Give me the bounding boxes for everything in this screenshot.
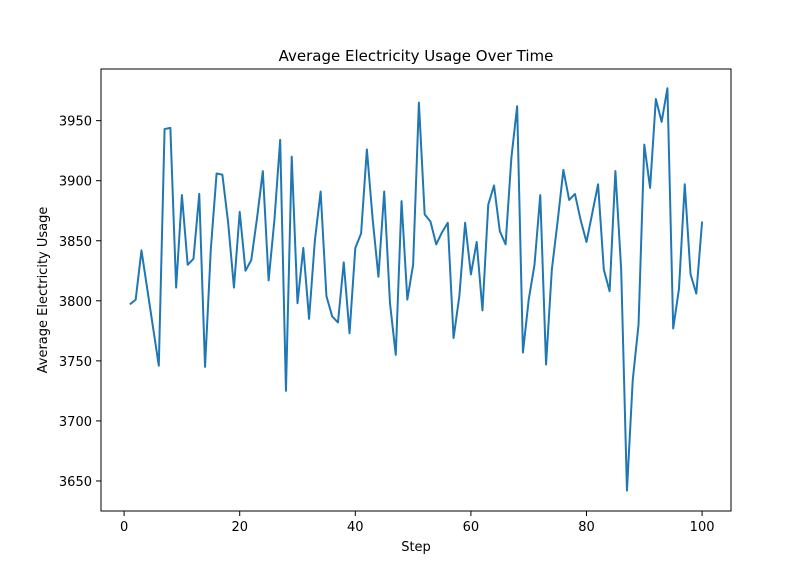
- y-tick-label: 3800: [59, 295, 92, 310]
- x-tick-label: 40: [347, 520, 364, 535]
- y-tick-label: 3900: [59, 175, 92, 190]
- x-tick-label: 60: [463, 520, 480, 535]
- y-axis: 3650 3700 3750 3800 3850 3900 3950: [59, 115, 101, 490]
- x-tick-label: 80: [578, 520, 595, 535]
- x-tick-label: 0: [120, 520, 128, 535]
- y-tick-label: 3950: [59, 115, 92, 130]
- chart-title: Average Electricity Usage Over Time: [279, 47, 554, 65]
- series-line: [129, 87, 704, 492]
- axes-frame: [100, 68, 732, 512]
- x-axis: 0 20 40 60 80 100: [120, 511, 715, 535]
- y-axis-label: Average Electricity Usage: [36, 207, 51, 374]
- x-tick-label: 100: [690, 520, 715, 535]
- y-tick-label: 3650: [59, 475, 92, 490]
- plot-area: 0 20 40 60 80 100 3650 3700 3750 3800 3850 3900 395…: [59, 68, 732, 535]
- y-tick-label: 3700: [59, 415, 92, 430]
- y-tick-label: 3750: [59, 355, 92, 370]
- y-tick-label: 3850: [59, 235, 92, 250]
- x-axis-label: Step: [401, 540, 431, 555]
- x-tick-label: 20: [231, 520, 248, 535]
